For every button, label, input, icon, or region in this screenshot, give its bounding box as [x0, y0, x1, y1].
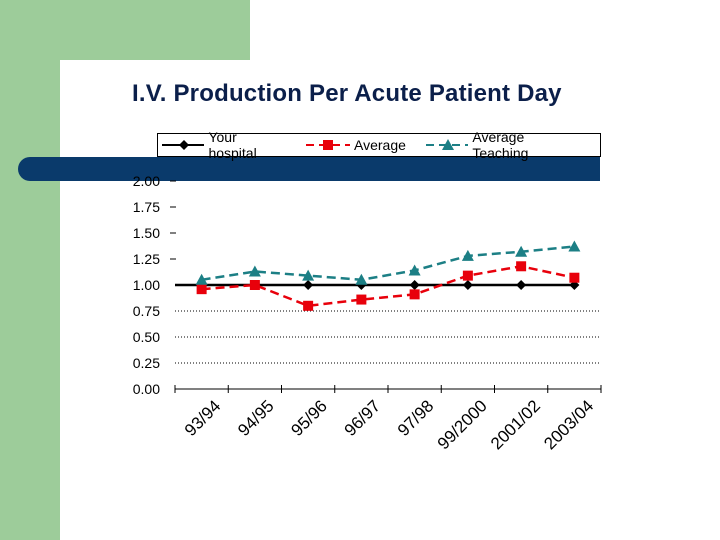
data-point — [409, 289, 420, 300]
x-tick-label: 99/2000 — [434, 396, 491, 453]
data-point — [462, 270, 473, 281]
legend-item-average-teaching: Average Teaching — [425, 129, 580, 161]
series-line — [201, 265, 575, 308]
legend-item-your-hospital: Your hospital — [162, 129, 286, 161]
data-point — [516, 280, 527, 290]
y-tick-label: 0.75 — [133, 303, 160, 319]
y-tick-labels: 0.00 0.25 0.50 0.75 1.00 1.25 1.50 1.75 2.00 — [133, 173, 160, 397]
data-point — [195, 273, 208, 285]
data-point — [302, 269, 315, 281]
series-average — [196, 261, 580, 311]
legend-label-average: Average — [354, 137, 406, 153]
data-point — [303, 300, 314, 311]
legend-item-average: Average — [306, 137, 406, 153]
data-point — [568, 240, 581, 252]
x-tick-label: 93/94 — [181, 396, 225, 440]
y-tick-label: 0.50 — [133, 329, 160, 345]
data-point — [303, 280, 314, 290]
legend-swatch-average-teaching — [425, 139, 469, 150]
data-point — [249, 280, 260, 290]
data-point — [515, 245, 528, 257]
data-point — [462, 280, 473, 290]
data-point — [569, 272, 580, 283]
series-line — [201, 245, 575, 282]
y-tick-label: 1.00 — [133, 277, 160, 293]
y-tick-label: 1.50 — [133, 225, 160, 241]
x-tick-labels: 93/94 94/95 95/96 96/97 97/9899/20002001/022… — [181, 396, 597, 453]
grid-lines — [170, 180, 601, 364]
data-point — [408, 264, 421, 276]
x-tick-label: 94/95 — [234, 396, 278, 440]
series-average-teaching — [195, 240, 581, 285]
y-tick-label: 2.00 — [133, 173, 160, 189]
legend-label-your-hospital: Your hospital — [208, 129, 257, 161]
legend-label-average-teaching: Average Teaching — [472, 129, 529, 161]
x-tick-label: 95/96 — [287, 396, 331, 440]
y-tick-label: 1.75 — [133, 199, 160, 215]
data-series — [175, 240, 581, 311]
data-point — [461, 249, 474, 261]
legend-swatch-average — [306, 140, 351, 150]
data-point — [248, 265, 261, 277]
decorative-blue-bar — [18, 157, 600, 181]
decorative-green-band-left — [0, 0, 60, 540]
data-point — [516, 261, 527, 272]
data-point — [356, 294, 367, 305]
x-tick-label: 2003/04 — [540, 396, 597, 453]
legend-swatch-your-hospital — [162, 140, 205, 150]
chart-legend: Your hospital Average Average Teaching — [157, 129, 601, 161]
x-tick-label: 97/98 — [394, 396, 438, 440]
data-point — [355, 273, 368, 285]
data-point — [409, 280, 420, 290]
y-tick-label: 1.25 — [133, 251, 160, 267]
series-your-hospital — [175, 280, 580, 290]
slide-title: I.V. Production Per Acute Patient Day — [132, 80, 562, 107]
x-tick-label: 96/97 — [341, 396, 385, 440]
data-point — [196, 284, 207, 295]
chart-axes — [174, 385, 602, 393]
y-tick-label: 0.00 — [133, 381, 160, 397]
x-tick-label: 2001/02 — [487, 396, 544, 453]
y-tick-label: 0.25 — [133, 355, 160, 371]
